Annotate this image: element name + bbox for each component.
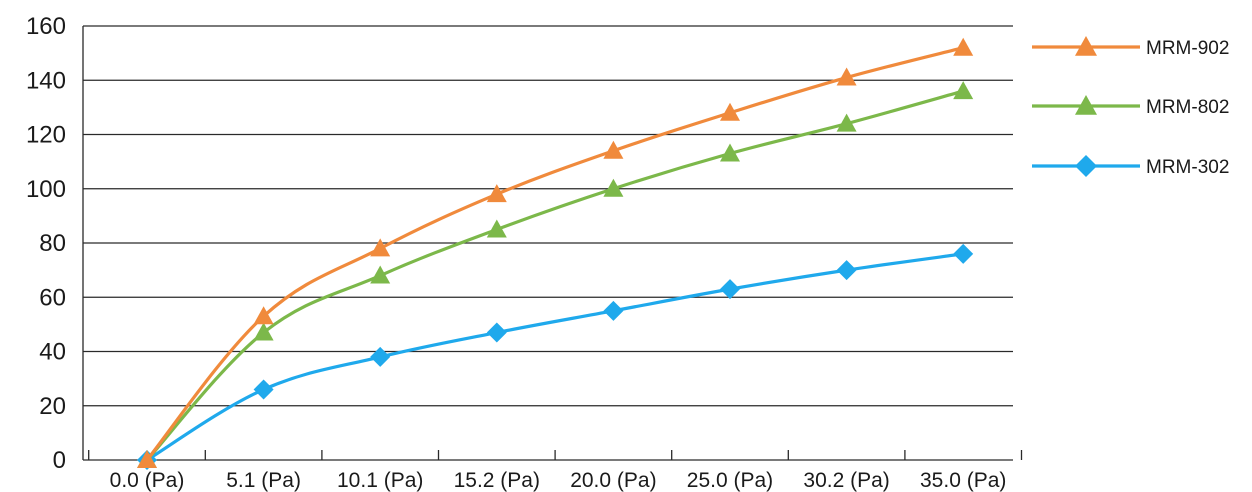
data-point — [836, 113, 857, 132]
legend-label: MRM-902 — [1146, 38, 1229, 59]
y-tick-label: 140 — [26, 67, 66, 94]
x-tick-label: 20.0 (Pa) — [570, 469, 656, 492]
y-tick-label: 0 — [53, 447, 66, 474]
legend: MRM-902 MRM-802 MRM-302 — [1032, 36, 1229, 178]
data-point — [486, 184, 507, 203]
x-tick-label: 30.2 (Pa) — [803, 469, 889, 492]
y-tick-label: 120 — [26, 122, 66, 149]
y-tick-label: 20 — [39, 393, 66, 420]
y-tick-label: 100 — [26, 176, 66, 203]
data-point — [603, 300, 624, 321]
data-point — [953, 81, 974, 100]
x-tick-label: 5.1 (Pa) — [226, 469, 301, 492]
y-axis: 0 20 40 60 80 100 120 140 160 — [26, 13, 84, 474]
series-mrm-902 — [137, 37, 974, 468]
series-mrm-802 — [137, 81, 974, 468]
series-line — [145, 46, 964, 462]
data-point — [253, 379, 274, 400]
y-tick-label: 80 — [39, 230, 66, 257]
data-point — [486, 219, 507, 238]
x-tick-label: 15.2 (Pa) — [454, 469, 540, 492]
x-axis: 0.0 (Pa) 5.1 (Pa) 10.1 (Pa) 15.2 (Pa) 20.0 (… — [88, 450, 1023, 492]
data-point — [836, 260, 857, 281]
data-point — [720, 143, 740, 162]
data-point — [1075, 95, 1097, 115]
data-point — [603, 178, 624, 197]
data-point — [253, 306, 274, 325]
data-point — [953, 37, 974, 56]
data-point — [720, 279, 740, 300]
series-line — [145, 89, 964, 462]
data-point — [1075, 36, 1097, 56]
data-point — [253, 322, 274, 341]
data-point — [137, 450, 157, 468]
data-point — [953, 243, 974, 264]
series-lines — [137, 37, 974, 470]
x-tick-label: 10.1 (Pa) — [337, 469, 423, 492]
data-point — [370, 238, 391, 257]
legend-item: MRM-902 — [1032, 36, 1229, 59]
gridlines — [83, 25, 1013, 461]
data-point — [370, 265, 391, 284]
data-point — [720, 102, 740, 121]
legend-label: MRM-802 — [1146, 97, 1229, 118]
y-tick-label: 40 — [39, 339, 66, 366]
x-tick-label: 35.0 (Pa) — [920, 469, 1006, 492]
series-mrm-302 — [137, 243, 974, 470]
y-tick-label: 60 — [39, 284, 66, 311]
y-tick-label: 160 — [26, 13, 66, 40]
legend-item: MRM-302 — [1032, 155, 1229, 178]
data-point — [370, 346, 391, 367]
series-line — [146, 252, 964, 462]
legend-label: MRM-302 — [1146, 157, 1229, 178]
x-tick-label: 0.0 (Pa) — [110, 469, 185, 492]
data-point — [486, 322, 507, 343]
data-point — [836, 67, 857, 86]
data-point — [603, 140, 624, 159]
x-tick-label: 25.0 (Pa) — [687, 469, 773, 492]
legend-item: MRM-802 — [1032, 95, 1229, 118]
data-point — [1075, 155, 1097, 177]
